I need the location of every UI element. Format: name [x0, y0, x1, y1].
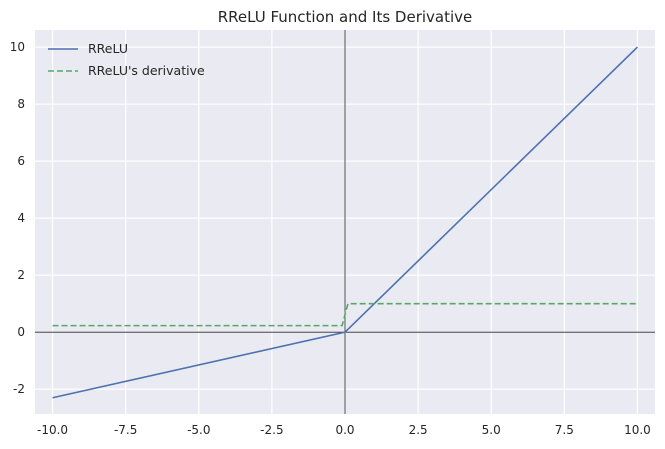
- legend-label-0: RReLU: [88, 41, 128, 56]
- series-lines: [52, 46, 639, 399]
- x-tick-labels: -10.0 -7.5 -5.0 -2.5 0.0 2.5 5.0 7.5 10.0: [37, 423, 651, 437]
- x-tick-label-2: -5.0: [187, 423, 210, 437]
- y-tick-label-6: 10: [10, 40, 25, 54]
- x-tick-label-1: -7.5: [114, 423, 137, 437]
- x-tick-label-4: 0.0: [335, 423, 354, 437]
- legend-label-1: RReLU's derivative: [88, 63, 205, 78]
- x-tick-label-6: 5.0: [482, 423, 501, 437]
- x-tick-label-5: 2.5: [409, 423, 428, 437]
- chart-title: RReLU Function and Its Derivative: [218, 8, 473, 26]
- y-tick-label-2: 2: [17, 268, 25, 282]
- legend: RReLU RReLU's derivative: [48, 41, 205, 78]
- y-tick-label-4: 6: [17, 154, 25, 168]
- x-tick-label-8: 10.0: [624, 423, 651, 437]
- x-tick-label-7: 7.5: [555, 423, 574, 437]
- x-tick-label-0: -10.0: [37, 423, 68, 437]
- series-line-0: [52, 46, 639, 399]
- y-tick-label-1: 0: [17, 325, 25, 339]
- x-tick-label-3: -2.5: [260, 423, 283, 437]
- y-tick-labels: -2 0 2 4 6 8 10: [10, 40, 25, 396]
- y-tick-label-5: 8: [17, 97, 25, 111]
- series-line-1: [52, 302, 638, 327]
- y-tick-label-0: -2: [13, 382, 25, 396]
- y-tick-label-3: 4: [17, 211, 25, 225]
